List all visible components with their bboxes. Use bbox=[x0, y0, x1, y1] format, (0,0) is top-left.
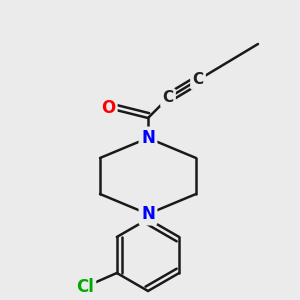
Text: C: C bbox=[192, 73, 204, 88]
Text: C: C bbox=[162, 91, 174, 106]
Text: N: N bbox=[141, 129, 155, 147]
Text: O: O bbox=[101, 99, 115, 117]
Text: N: N bbox=[141, 205, 155, 223]
Text: Cl: Cl bbox=[76, 278, 94, 296]
